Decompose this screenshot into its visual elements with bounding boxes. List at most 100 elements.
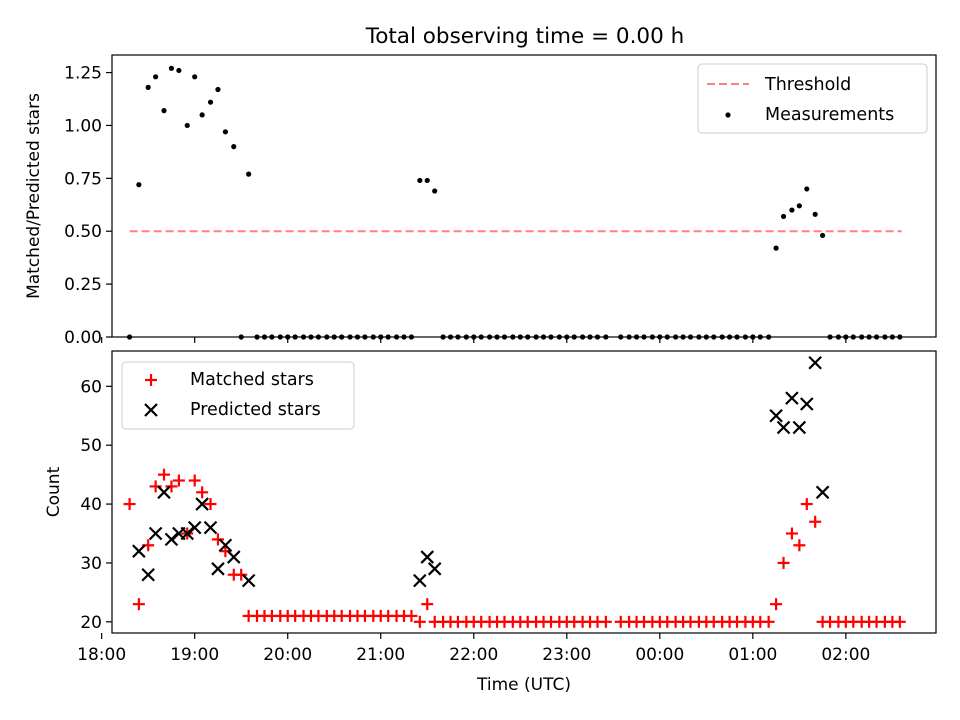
count-panel: 20 30 40 50 60 18:00 19:00 20:00 21:00 22:00 23:0… — [44, 350, 937, 695]
matched-star-point — [235, 568, 248, 581]
measurement-point — [804, 186, 810, 192]
legend-measurements-marker — [725, 112, 731, 118]
x-tick-label: 18:00 — [77, 645, 126, 665]
measurement-point — [222, 129, 228, 135]
predicted-star-point — [413, 573, 427, 588]
measurement-point — [192, 74, 198, 80]
x-tick-label: 20:00 — [263, 645, 312, 665]
count-y-tick-label: 50 — [80, 436, 102, 456]
measurement-point — [246, 171, 252, 177]
measurement-point — [424, 177, 430, 184]
predicted-star-point — [132, 544, 146, 558]
matched-star-point — [599, 615, 612, 628]
matched-star-point — [405, 609, 418, 622]
ratio-panel: 0.00 0.25 0.50 0.75 1.00 1.25 Matched/Predict… — [24, 54, 937, 348]
predicted-star-point — [203, 520, 218, 535]
ratio-plot-area — [126, 65, 903, 340]
count-y-ticks: 20 30 40 50 60 — [80, 377, 112, 633]
matched-star-point — [770, 598, 783, 611]
predicted-star-point — [157, 485, 171, 500]
count-y-tick-label: 40 — [80, 495, 102, 515]
measurement-point — [789, 207, 795, 213]
ratio-x-ticks — [101, 337, 847, 343]
matched-star-point — [196, 486, 209, 499]
measurement-point — [136, 182, 142, 188]
ratio-axes-frame — [111, 54, 937, 338]
measurement-point — [820, 232, 826, 239]
x-tick-label: 01:00 — [728, 645, 777, 665]
predicted-star-point — [427, 562, 442, 576]
count-legend: Matched stars Predicted stars — [121, 361, 355, 430]
x-tick-label: 21:00 — [356, 645, 405, 665]
legend-predicted-label: Predicted stars — [190, 400, 321, 420]
ratio-y-tick-label: 1.25 — [64, 64, 102, 84]
ratio-y-axis-label: Matched/Predicted stars — [24, 93, 44, 299]
matched-star-point — [793, 539, 806, 552]
ratio-y-ticks: 0.00 0.25 0.50 0.75 1.00 1.25 — [64, 64, 112, 348]
count-axes-frame — [111, 350, 937, 634]
measurement-point — [231, 144, 237, 150]
predicted-star-point — [241, 573, 256, 588]
x-tick-label: 00:00 — [635, 645, 684, 665]
x-tick-label: 23:00 — [542, 645, 591, 665]
predicted-star-point — [141, 567, 155, 582]
measurement-point — [780, 213, 787, 220]
legend-matched-marker — [145, 374, 157, 386]
matched-star-point — [158, 468, 170, 481]
matched-star-point — [762, 615, 775, 628]
predicted-star-point — [815, 485, 830, 500]
measurement-point — [417, 177, 423, 184]
matched-star-point — [413, 615, 426, 628]
matched-star-point — [785, 527, 798, 540]
matched-star-point — [123, 498, 136, 511]
ratio-y-tick-label: 0.50 — [64, 222, 102, 242]
matched-star-point — [132, 598, 145, 611]
predicted-star-point — [211, 562, 225, 576]
ratio-y-tick-label: 0.75 — [64, 169, 102, 189]
matched-star-point — [809, 515, 822, 528]
ratio-legend: Threshold Measurements — [697, 63, 928, 134]
matched-star-point — [165, 480, 178, 493]
predicted-star-point — [218, 538, 233, 553]
predicted-star-point — [792, 420, 807, 435]
x-axis-label: Time (UTC) — [476, 675, 571, 695]
predicted-star-point — [808, 355, 822, 370]
legend-threshold-label: Threshold — [764, 75, 851, 95]
chart-title: Total observing time = 0.00 h — [365, 24, 685, 49]
matched-star-point — [188, 474, 201, 487]
predicted-star-point — [785, 391, 799, 405]
predicted-star-point — [420, 550, 435, 564]
legend-measurements-label: Measurements — [765, 105, 894, 125]
predicted-star-point — [800, 397, 814, 411]
legend-matched-label: Matched stars — [190, 370, 314, 390]
measurement-point — [432, 188, 438, 194]
predicted-star-point — [187, 520, 202, 535]
measurement-point — [161, 108, 167, 114]
measurement-point — [773, 245, 779, 251]
ratio-y-tick-label: 0.00 — [64, 328, 102, 348]
count-y-tick-label: 20 — [80, 613, 102, 633]
measurement-point — [796, 203, 802, 209]
measurement-point — [184, 122, 190, 129]
matched-star-point — [204, 498, 217, 511]
legend-predicted-marker — [144, 403, 158, 417]
matched-star-point — [893, 615, 906, 628]
matched-star-point — [777, 556, 790, 569]
x-tick-label: 19:00 — [170, 645, 219, 665]
ratio-y-tick-label: 1.00 — [64, 116, 102, 136]
measurement-point — [176, 67, 182, 74]
predicted-star-point — [195, 497, 209, 511]
matched-star-point — [800, 498, 813, 511]
count-y-axis-label: Count — [44, 466, 64, 517]
ratio-y-tick-label: 0.25 — [64, 275, 102, 295]
predicted-star-point — [769, 408, 783, 423]
measurement-point — [153, 74, 159, 80]
count-legend-box — [121, 361, 355, 430]
x-tick-label: 22:00 — [449, 645, 498, 665]
count-plot-area — [123, 355, 906, 628]
measurement-point — [207, 99, 214, 105]
count-y-tick-label: 60 — [80, 377, 102, 397]
predicted-star-point — [776, 420, 791, 435]
count-y-tick-label: 30 — [80, 554, 102, 574]
measurement-point — [145, 84, 151, 90]
